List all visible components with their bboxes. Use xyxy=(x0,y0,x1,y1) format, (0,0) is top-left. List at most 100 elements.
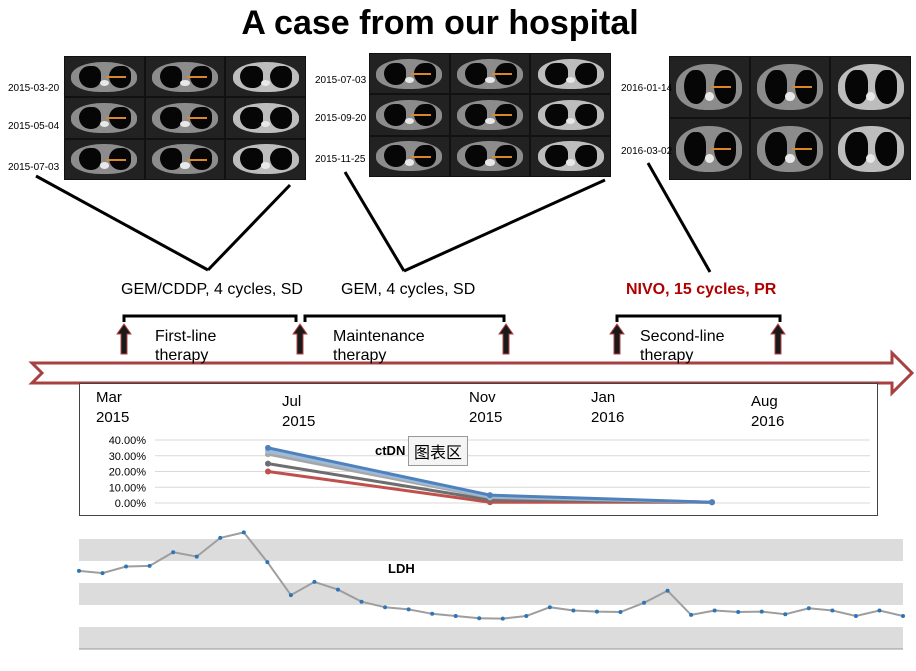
ct-scan-image xyxy=(831,119,910,179)
ldh-point xyxy=(759,609,764,614)
ldh-point xyxy=(335,587,340,592)
ct-scan-grid-3 xyxy=(669,56,911,180)
ldh-point xyxy=(500,616,505,621)
up-arrow-icon xyxy=(770,323,786,355)
ct-scan-image xyxy=(65,57,144,97)
ldh-band xyxy=(79,605,903,627)
ldh-point xyxy=(806,606,811,611)
ldh-point xyxy=(288,593,293,598)
ldh-title: LDH xyxy=(388,561,415,576)
ldh-point xyxy=(124,564,129,569)
ldh-point xyxy=(524,614,529,618)
ct-scan-image xyxy=(226,57,305,97)
ctdna-point xyxy=(265,468,271,475)
month-label: Mar 2015 xyxy=(96,389,130,426)
ct-scan-image xyxy=(670,57,749,117)
callout-line xyxy=(646,162,712,273)
ldh-point xyxy=(689,612,694,617)
ct-scan-image xyxy=(450,136,530,176)
ct-scan-image xyxy=(226,98,305,138)
ct-scan-image xyxy=(450,95,530,135)
month-label: Jul 2015 xyxy=(282,393,316,430)
up-arrow-icon xyxy=(116,323,132,355)
ldh-point xyxy=(359,599,364,604)
scan-date: 2016-01-14 xyxy=(621,83,673,94)
therapy-bracket xyxy=(303,314,506,322)
ldh-point xyxy=(241,530,246,535)
scan-date: 2015-11-25 xyxy=(315,154,366,165)
ldh-point xyxy=(594,609,599,614)
ldh-point xyxy=(901,614,905,618)
month-label: Aug 2016 xyxy=(751,393,785,430)
ctdna-title: ctDN xyxy=(375,443,405,458)
ct-scan-image xyxy=(65,98,144,138)
ct-scan-image xyxy=(531,54,610,94)
page-title: A case from our hospital xyxy=(241,4,639,42)
ldh-point xyxy=(171,550,176,555)
ldh-point xyxy=(312,579,317,584)
ldh-point xyxy=(736,610,741,615)
scan-date: 2015-03-20 xyxy=(8,83,60,94)
ldh-band xyxy=(79,561,903,583)
ldh-point xyxy=(830,608,835,613)
chart-area-tooltip: 图表区 xyxy=(408,436,469,466)
ldh-point xyxy=(406,607,411,612)
ldh-point xyxy=(783,612,788,617)
month-label: Nov 2015 xyxy=(469,389,503,426)
ldh-point xyxy=(453,614,458,618)
ct-scan-image xyxy=(65,139,144,179)
ldh-point xyxy=(853,614,858,618)
ldh-band xyxy=(79,583,903,605)
scan-date: 2016-03-02 xyxy=(621,146,673,157)
ldh-point xyxy=(194,554,199,559)
ct-scan-image xyxy=(145,57,225,97)
up-arrow-icon xyxy=(498,323,514,355)
ldh-point xyxy=(642,600,647,605)
callout-line xyxy=(35,174,209,272)
therapy-bracket xyxy=(122,314,298,322)
ldh-point xyxy=(383,605,388,610)
phase-label-2: Maintenance therapy xyxy=(333,328,425,364)
month-label: Jan 2016 xyxy=(591,389,625,426)
phase-regimen-1: GEM/CDDP, 4 cycles, SD xyxy=(121,281,303,298)
ldh-point xyxy=(77,568,81,573)
ct-scan-image xyxy=(531,95,610,135)
ctdna-point xyxy=(709,499,715,506)
callout-line xyxy=(403,178,606,273)
ctdna-point xyxy=(265,460,271,467)
ct-scan-image xyxy=(450,54,530,94)
ldh-point xyxy=(147,563,152,568)
ldh-point xyxy=(547,605,552,610)
ctdna-point xyxy=(487,492,493,499)
ctdna-y-tick: 40.00% xyxy=(109,435,147,447)
ctdna-y-tick: 20.00% xyxy=(109,467,147,479)
phase-label-3: Second-line therapy xyxy=(640,328,725,364)
ldh-point xyxy=(571,608,576,613)
scan-date: 2015-09-20 xyxy=(315,113,367,124)
ldh-point xyxy=(477,616,482,621)
ct-scan-image xyxy=(370,54,449,94)
ldh-band xyxy=(79,627,903,649)
ct-scan-image xyxy=(145,98,225,138)
ctdna-y-tick: 0.00% xyxy=(115,498,146,510)
ct-scan-image xyxy=(145,139,225,179)
therapy-bracket xyxy=(615,314,782,322)
ct-scan-image xyxy=(370,136,449,176)
phase-regimen-3: NIVO, 15 cycles, PR xyxy=(626,281,777,298)
ldh-series-line xyxy=(78,531,904,620)
up-arrow-icon xyxy=(609,323,625,355)
ctdna-point xyxy=(265,444,271,451)
ldh-band xyxy=(79,539,903,561)
ctdna-y-tick: 10.00% xyxy=(109,482,147,494)
ct-scan-image xyxy=(531,136,610,176)
callout-line xyxy=(343,171,406,272)
ctdna-y-tick: 30.00% xyxy=(109,451,147,463)
ldh-point xyxy=(618,610,623,615)
ldh-point xyxy=(877,608,882,613)
callout-line xyxy=(206,183,292,272)
up-arrow-icon xyxy=(292,323,308,355)
ldh-point xyxy=(712,608,717,613)
ct-scan-image xyxy=(370,95,449,135)
ct-scan-image xyxy=(670,119,749,179)
